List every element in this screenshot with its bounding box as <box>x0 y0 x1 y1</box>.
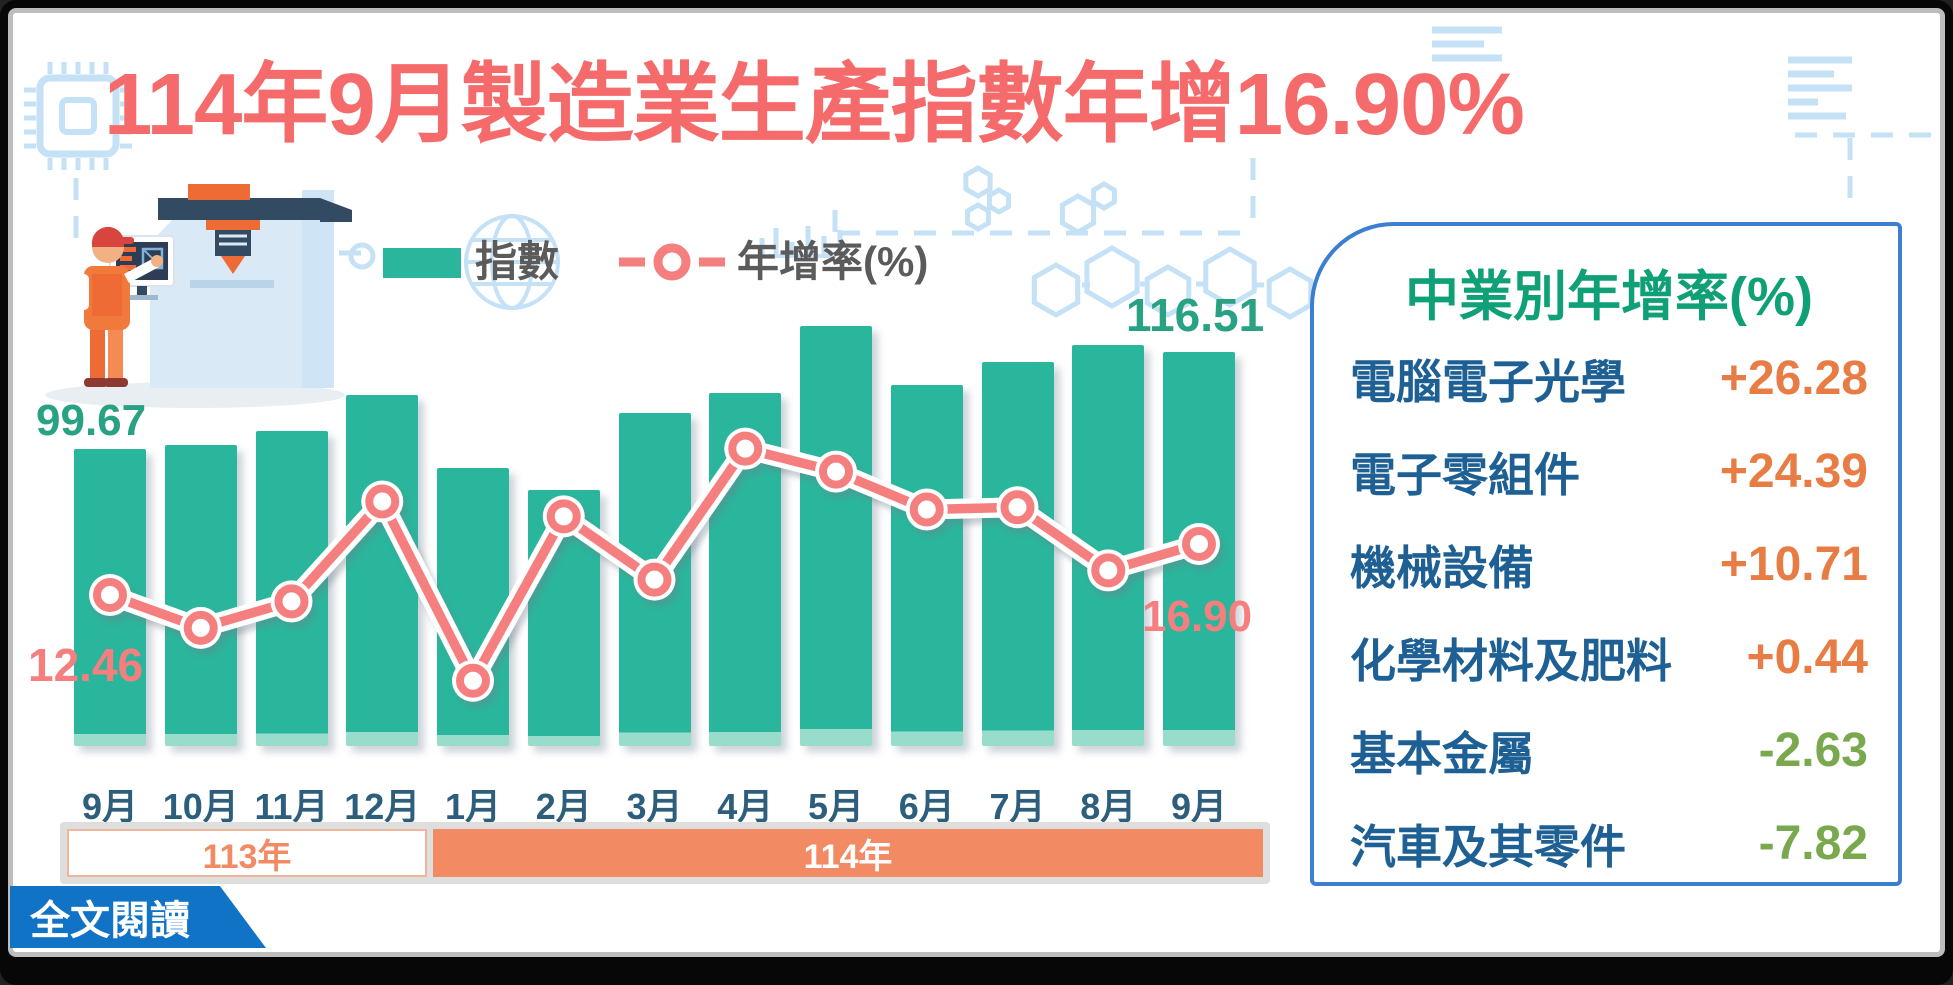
x-axis-label: 8月 <box>1080 786 1137 827</box>
industry-growth-value: -2.63 <box>1758 724 1868 777</box>
x-axis-label: 6月 <box>898 786 955 827</box>
index-bar <box>1072 345 1145 746</box>
industry-row: 化學材料及肥料 +0.44 <box>1350 612 1868 703</box>
x-axis-label: 4月 <box>717 786 774 827</box>
industry-name: 汽車及其零件 <box>1350 820 1626 873</box>
x-axis-label: 7月 <box>989 786 1046 827</box>
page-title: 114年9月製造業生產指數年增16.90% <box>104 56 1525 153</box>
x-axis-label: 3月 <box>626 786 683 827</box>
x-axis-label: 10月 <box>162 786 239 827</box>
index-bar <box>346 395 419 746</box>
index-bar <box>255 430 328 746</box>
x-axis-label: 11月 <box>254 786 329 827</box>
x-axis-label: 9月 <box>81 786 139 827</box>
index-bar <box>1163 352 1235 746</box>
industry-row: 基本金屬 -2.63 <box>1350 705 1868 796</box>
year-band-114: 114年 <box>433 829 1263 877</box>
legend-growth-label: 年增率(%) <box>737 238 929 285</box>
industry-growth-panel: 中業別年增率(%) 電腦電子光學 +26.28 電子零組件 +24.39 機械設備 +10… <box>1310 222 1902 886</box>
index-bar <box>437 467 509 746</box>
first-growth-label: 12.46 <box>28 639 144 691</box>
index-bar <box>800 326 872 746</box>
panel-title: 中業別年增率(%) <box>1405 267 1813 327</box>
legend-index-label: 指數 <box>475 238 560 285</box>
industry-growth-value: +0.44 <box>1746 631 1868 684</box>
index-bar <box>618 413 691 746</box>
index-bar <box>164 444 237 746</box>
industry-growth-value: +24.39 <box>1719 445 1868 498</box>
industry-growth-value: +26.28 <box>1719 352 1868 405</box>
last-index-label: 116.51 <box>1126 289 1265 341</box>
industry-name: 機械設備 <box>1350 541 1534 594</box>
x-axis-label: 5月 <box>807 786 865 827</box>
index-bar <box>74 449 146 746</box>
industry-name: 基本金屬 <box>1350 727 1534 780</box>
industry-row: 電子零組件 +24.39 <box>1350 426 1868 517</box>
industry-name: 電腦電子光學 <box>1350 355 1626 408</box>
legend-line-marker <box>619 243 726 280</box>
first-index-label: 99.67 <box>36 396 147 445</box>
x-axis-label: 1月 <box>444 786 502 827</box>
year-band-113: 113年 <box>67 829 427 877</box>
legend-bar-swatch <box>383 247 461 278</box>
index-bar <box>709 392 782 746</box>
year-band-track: 113年 114年 <box>60 822 1270 884</box>
industry-name: 電子零組件 <box>1350 448 1580 501</box>
x-axis-label: 12月 <box>344 786 421 827</box>
x-axis-label: 9月 <box>1170 786 1228 827</box>
panel-rows: 電腦電子光學 +26.28 電子零組件 +24.39 機械設備 +10.71 化學材料及肥料… <box>1350 333 1868 889</box>
industry-growth-value: +10.71 <box>1719 538 1868 591</box>
x-axis-label: 2月 <box>535 786 592 827</box>
last-growth-label: 16.90 <box>1142 592 1253 641</box>
industry-row: 電腦電子光學 +26.28 <box>1350 333 1868 424</box>
industry-row: 汽車及其零件 -7.82 <box>1350 798 1868 889</box>
industry-name: 化學材料及肥料 <box>1350 634 1672 687</box>
read-full-text-button[interactable]: 全文閱讀 <box>10 886 266 948</box>
industry-growth-value: -7.82 <box>1758 817 1868 870</box>
industry-row: 機械設備 +10.71 <box>1350 519 1868 610</box>
index-bar <box>890 384 963 746</box>
index-bar <box>981 361 1054 746</box>
chart-legend: 指數 年增率(%) <box>383 228 928 289</box>
index-bar <box>527 489 600 746</box>
